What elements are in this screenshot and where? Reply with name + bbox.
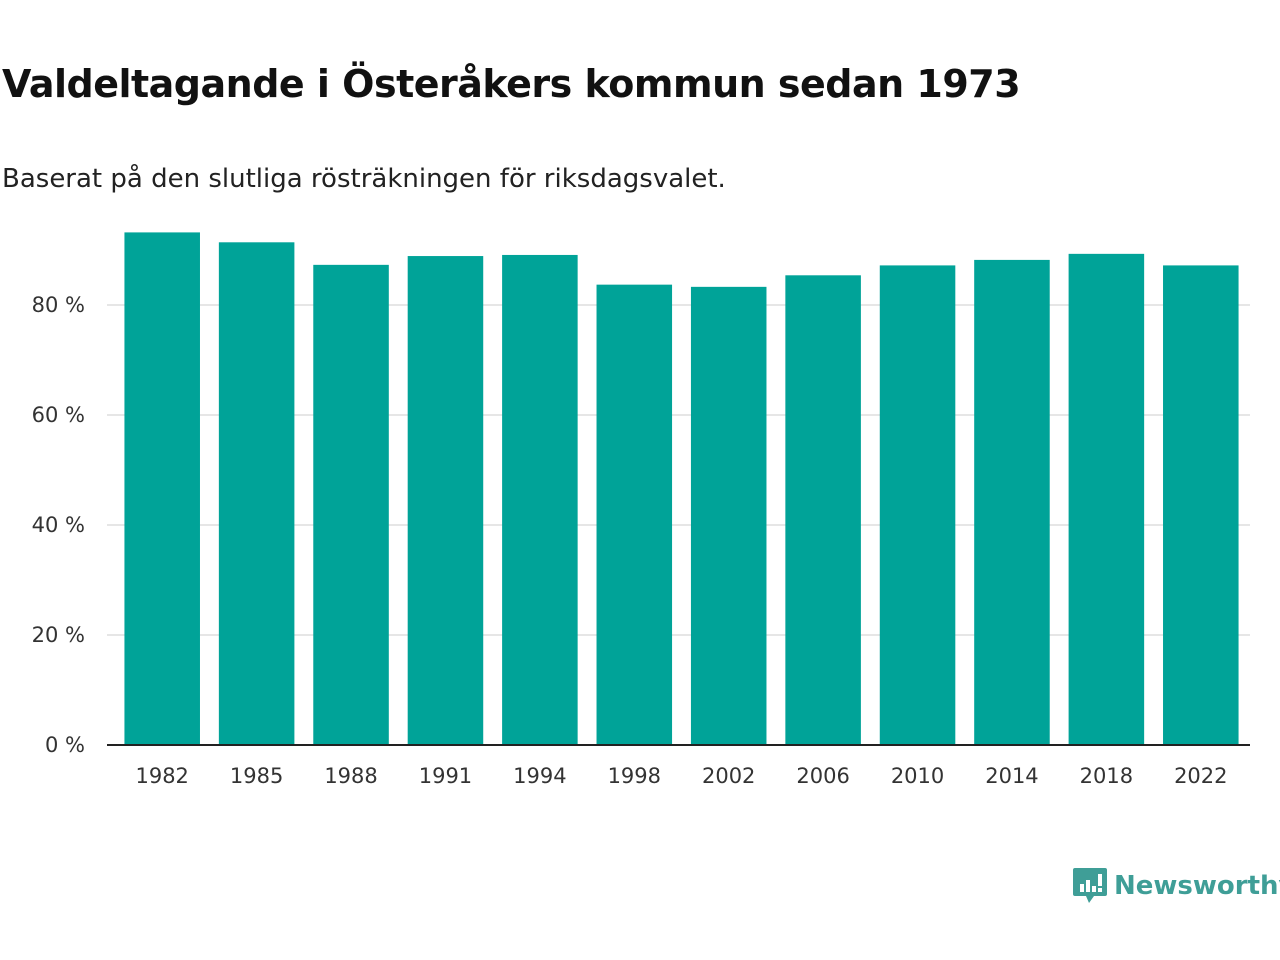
chart-subtitle: Baserat på den slutliga rösträkningen fö… — [2, 164, 726, 194]
y-tick-label: 0 % — [45, 733, 85, 757]
newsworthy-logo-icon — [1073, 868, 1107, 903]
bar — [596, 284, 673, 745]
bar — [1068, 253, 1145, 745]
x-tick-label: 1988 — [324, 764, 377, 788]
x-tick-label: 1998 — [608, 764, 661, 788]
bar — [313, 264, 389, 745]
bars — [124, 232, 1239, 746]
x-tick-label: 2006 — [796, 764, 849, 788]
newsworthy-logo: Newsworthy — [1072, 866, 1280, 906]
x-tick-label: 1982 — [135, 764, 188, 788]
grid-lines — [107, 304, 1250, 636]
y-tick-label: 80 % — [32, 293, 85, 317]
bar — [124, 232, 200, 745]
x-tick-label: 2014 — [985, 764, 1038, 788]
y-tick-label: 40 % — [32, 513, 85, 537]
x-tick-label: 1985 — [230, 764, 283, 788]
y-tick-label: 20 % — [32, 623, 85, 647]
bar — [407, 256, 484, 745]
x-tick-label: 1991 — [419, 764, 472, 788]
x-tick-label: 2010 — [891, 764, 944, 788]
bar — [502, 254, 578, 745]
y-tick-label: 60 % — [32, 403, 85, 427]
bar — [218, 242, 295, 746]
bar — [690, 286, 767, 745]
x-tick-label: 2022 — [1174, 764, 1227, 788]
x-tick-label: 2002 — [702, 764, 755, 788]
bar — [1163, 265, 1239, 745]
bar — [974, 259, 1050, 745]
bar — [879, 265, 956, 745]
bar — [785, 275, 861, 745]
axes: 0 % 20 % 40 % 60 % 80 % 1982 1985 1988 1991 1994 1… — [32, 293, 1250, 788]
chart-title: Valdeltagande i Österåkers kommun sedan … — [2, 62, 1021, 106]
x-tick-label: 2018 — [1080, 764, 1133, 788]
brand-name: Newsworthy — [1114, 871, 1280, 901]
x-tick-label: 1994 — [513, 764, 566, 788]
